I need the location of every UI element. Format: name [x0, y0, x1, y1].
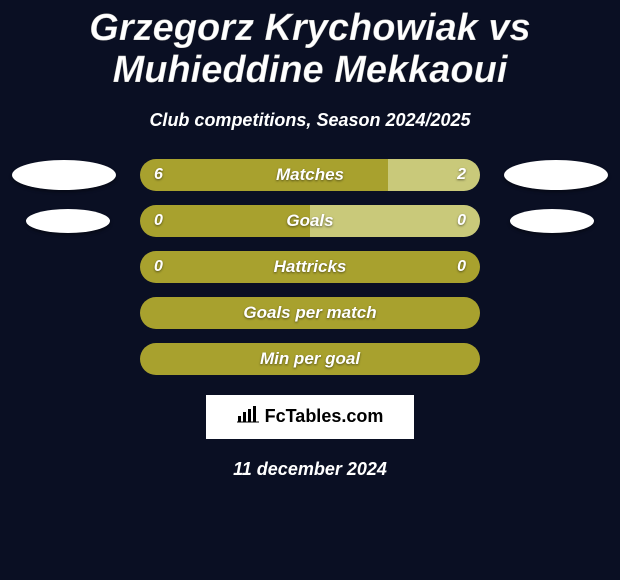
stat-value-right: 2 — [457, 166, 466, 184]
comparison-row: Min per goal — [0, 343, 620, 375]
right-marker — [510, 209, 594, 233]
stat-label: Hattricks — [274, 257, 347, 277]
comparison-rows: Matches 6 2 Goals 0 0 Hattricks 0 0 Goals per mat… — [0, 159, 620, 375]
stat-bar: Hattricks 0 0 — [140, 251, 480, 283]
stat-label: Goals per match — [243, 303, 376, 323]
stat-value-right: 0 — [457, 258, 466, 276]
stat-value-left: 0 — [154, 212, 163, 230]
stat-value-right: 0 — [457, 212, 466, 230]
stat-label: Min per goal — [260, 349, 360, 369]
logo-box: FcTables.com — [206, 395, 414, 439]
bar-left-fill — [140, 159, 388, 191]
comparison-row: Hattricks 0 0 — [0, 251, 620, 283]
comparison-row: Matches 6 2 — [0, 159, 620, 191]
stat-bar: Goals per match — [140, 297, 480, 329]
page-title: Grzegorz Krychowiak vs Muhieddine Mekkao… — [0, 0, 620, 92]
subtitle: Club competitions, Season 2024/2025 — [0, 110, 620, 131]
logo-text: FcTables.com — [265, 406, 384, 427]
comparison-row: Goals 0 0 — [0, 205, 620, 237]
stat-bar: Goals 0 0 — [140, 205, 480, 237]
comparison-row: Goals per match — [0, 297, 620, 329]
logo: FcTables.com — [237, 405, 384, 428]
stat-value-left: 0 — [154, 258, 163, 276]
left-marker — [26, 209, 110, 233]
comparison-infographic: Grzegorz Krychowiak vs Muhieddine Mekkao… — [0, 0, 620, 580]
right-marker — [504, 160, 608, 190]
stat-label: Goals — [286, 211, 333, 231]
bar-chart-icon — [237, 405, 259, 428]
stat-label: Matches — [276, 165, 344, 185]
date-line: 11 december 2024 — [0, 459, 620, 480]
left-marker — [12, 160, 116, 190]
bar-left-fill — [140, 205, 310, 237]
bar-right-fill — [310, 205, 480, 237]
stat-bar: Min per goal — [140, 343, 480, 375]
bar-right-fill — [388, 159, 480, 191]
stat-value-left: 6 — [154, 166, 163, 184]
stat-bar: Matches 6 2 — [140, 159, 480, 191]
